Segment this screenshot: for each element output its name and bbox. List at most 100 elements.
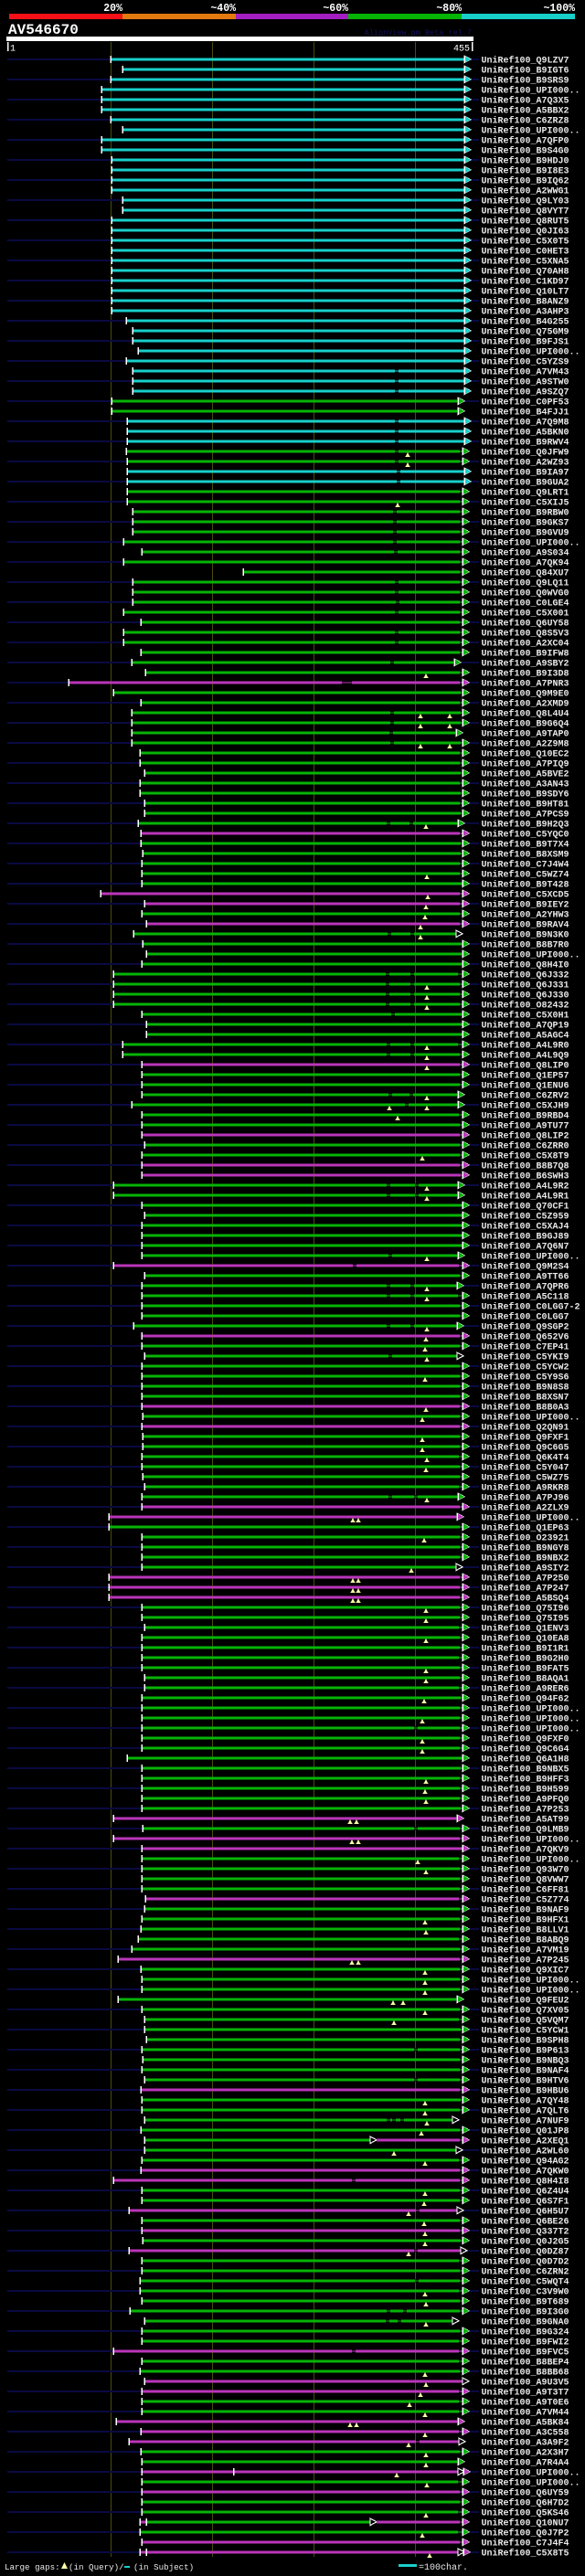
svg-text:UniRef100_Q0DZ87: UniRef100_Q0DZ87 [482, 2246, 569, 2257]
svg-text:UniRef100_B9H2Q3: UniRef100_B9H2Q3 [482, 819, 569, 830]
svg-text:UniRef100_A7P247: UniRef100_A7P247 [482, 1583, 569, 1594]
svg-text:UniRef100_Q9LQ11: UniRef100_Q9LQ11 [482, 578, 569, 588]
svg-text:UniRef100_Q6K4T4: UniRef100_Q6K4T4 [482, 1452, 569, 1463]
svg-text:UniRef100_A7R4A4: UniRef100_A7R4A4 [482, 2457, 569, 2468]
svg-text:UniRef100_B9IQ62: UniRef100_B9IQ62 [482, 175, 569, 186]
svg-text:UniRef100_B9I3G0: UniRef100_B9I3G0 [482, 2306, 569, 2317]
svg-text:UniRef100_UPI000..: UniRef100_UPI000.. [482, 1412, 580, 1423]
svg-text:UniRef100_Q0WVG0: UniRef100_Q0WVG0 [482, 588, 569, 599]
svg-text:455: 455 [453, 45, 470, 55]
svg-text:UniRef100_C5X8T5: UniRef100_C5X8T5 [482, 2548, 569, 2559]
svg-text:UniRef100_Q9LZV7: UniRef100_Q9LZV7 [482, 55, 569, 66]
svg-text:UniRef100_A4L9R0: UniRef100_A4L9R0 [482, 1040, 569, 1051]
svg-text:UniRef100_Q1ENU6: UniRef100_Q1ENU6 [482, 1080, 569, 1091]
svg-text:UniRef100_A7QP19: UniRef100_A7QP19 [482, 1020, 569, 1031]
svg-text:UniRef100_C5Z774: UniRef100_C5Z774 [482, 1894, 569, 1905]
svg-text:UniRef100_A5AT99: UniRef100_A5AT99 [482, 1814, 569, 1825]
svg-text:UniRef100_A4L9R1: UniRef100_A4L9R1 [482, 1191, 569, 1202]
svg-text:UniRef100_B9RAV4: UniRef100_B9RAV4 [482, 919, 569, 930]
svg-text:UniRef100_UPI000..: UniRef100_UPI000.. [482, 1251, 580, 1262]
svg-text:~40%: ~40% [210, 3, 236, 15]
svg-text:UniRef100_A4L9Q9: UniRef100_A4L9Q9 [482, 1050, 569, 1061]
svg-text:UniRef100_B9H599: UniRef100_B9H599 [482, 1784, 569, 1795]
svg-text:UniRef100_Q9SGP2: UniRef100_Q9SGP2 [482, 1321, 569, 1332]
svg-text:UniRef100_B9NBQ3: UniRef100_B9NBQ3 [482, 2055, 569, 2066]
svg-text:UniRef100_B8ANZ9: UniRef100_B8ANZ9 [482, 296, 569, 307]
svg-text:UniRef100_C7EP41: UniRef100_C7EP41 [482, 1341, 569, 1352]
svg-text:UniRef100_Q9LMB9: UniRef100_Q9LMB9 [482, 1824, 569, 1835]
svg-text:UniRef100_UPI000..: UniRef100_UPI000.. [482, 2467, 580, 2478]
svg-text:UniRef100_Q6Z4U4: UniRef100_Q6Z4U4 [482, 2186, 569, 2197]
svg-text:UniRef100_C5YZS9: UniRef100_C5YZS9 [482, 356, 569, 367]
svg-text:UniRef100_Q6A1H8: UniRef100_Q6A1H8 [482, 1754, 569, 1765]
svg-text:UniRef100_Q10EA8: UniRef100_Q10EA8 [482, 1633, 569, 1644]
svg-text:UniRef100_UPI000..: UniRef100_UPI000.. [482, 1703, 580, 1714]
svg-text:UniRef100_C5XCD5: UniRef100_C5XCD5 [482, 889, 569, 900]
svg-text:UniRef100_B9G2H0: UniRef100_B9G2H0 [482, 1653, 569, 1664]
svg-text:UniRef100_Q75I95: UniRef100_Q75I95 [482, 1613, 569, 1624]
svg-text:UniRef100_Q8L4U4: UniRef100_Q8L4U4 [482, 708, 569, 719]
svg-text:UniRef100_C6FF81: UniRef100_C6FF81 [482, 1884, 569, 1895]
svg-text:UniRef100_UPI000..: UniRef100_UPI000.. [482, 125, 580, 136]
svg-text:UniRef100_B9IEY2: UniRef100_B9IEY2 [482, 899, 569, 910]
svg-text:UniRef100_A9S034: UniRef100_A9S034 [482, 547, 569, 558]
svg-text:UniRef100_B9HDJ0: UniRef100_B9HDJ0 [482, 155, 569, 166]
svg-text:UniRef100_A7Q3X5: UniRef100_A7Q3X5 [482, 95, 569, 106]
svg-text:UniRef100_Q75I96: UniRef100_Q75I96 [482, 1603, 569, 1614]
svg-text:UniRef100_B9HFF3: UniRef100_B9HFF3 [482, 1774, 569, 1785]
svg-text:UniRef100_A2XC04: UniRef100_A2XC04 [482, 638, 569, 649]
svg-text:1: 1 [10, 45, 16, 55]
svg-text:UniRef100_Q6UY59: UniRef100_Q6UY59 [482, 2487, 569, 2498]
svg-text:UniRef100_O23921: UniRef100_O23921 [482, 1532, 569, 1543]
svg-text:UniRef100_C5XJH9: UniRef100_C5XJH9 [482, 1100, 569, 1111]
svg-text:UniRef100_Q6J332: UniRef100_Q6J332 [482, 970, 569, 981]
svg-text:UniRef100_C5XIJ5: UniRef100_C5XIJ5 [482, 497, 569, 508]
svg-text:UniRef100_Q6S7F1: UniRef100_Q6S7F1 [482, 2196, 569, 2207]
svg-text:UniRef100_B9N8S8: UniRef100_B9N8S8 [482, 1382, 569, 1393]
svg-text:UniRef100_A7QKV9: UniRef100_A7QKV9 [482, 1844, 569, 1855]
svg-text:UniRef100_A2X3H7: UniRef100_A2X3H7 [482, 2447, 569, 2458]
svg-text:UniRef100_Q5VQM7: UniRef100_Q5VQM7 [482, 2015, 569, 2026]
svg-text:UniRef100_B9NGY8: UniRef100_B9NGY8 [482, 1542, 569, 1553]
svg-text:UniRef100_B8B0A3: UniRef100_B8B0A3 [482, 1402, 569, 1413]
svg-text:UniRef100_A7PJ96: UniRef100_A7PJ96 [482, 1492, 569, 1503]
svg-text:(in Query)/: (in Query)/ [69, 2562, 124, 2572]
svg-text:=100char.: =100char. [419, 2562, 468, 2573]
svg-text:UniRef100_UPI000..: UniRef100_UPI000.. [482, 1854, 580, 1865]
svg-text:UniRef100_Q652V6: UniRef100_Q652V6 [482, 1331, 569, 1342]
svg-text:UniRef100_B9HBU6: UniRef100_B9HBU6 [482, 2085, 569, 2096]
svg-text:UniRef100_A5BKN0: UniRef100_A5BKN0 [482, 427, 569, 438]
svg-text:UniRef100_A7VM19: UniRef100_A7VM19 [482, 1945, 569, 1956]
svg-text:UniRef100_Q8VYT7: UniRef100_Q8VYT7 [482, 206, 569, 217]
svg-text:UniRef100_A7NUF9: UniRef100_A7NUF9 [482, 2115, 569, 2126]
svg-text:UniRef100_B9I1R1: UniRef100_B9I1R1 [482, 1643, 569, 1654]
svg-text:UniRef100_B8ABQ9: UniRef100_B8ABQ9 [482, 1935, 569, 1945]
svg-text:UniRef100_A9PFQ0: UniRef100_A9PFQ0 [482, 1794, 569, 1805]
svg-text:UniRef100_C5YQC0: UniRef100_C5YQC0 [482, 829, 569, 840]
svg-text:UniRef100_B9FWI2: UniRef100_B9FWI2 [482, 2337, 569, 2348]
svg-text:UniRef100_Q1EP57: UniRef100_Q1EP57 [482, 1070, 569, 1081]
svg-text:UniRef100_Q84XU7: UniRef100_Q84XU7 [482, 567, 569, 578]
svg-text:UniRef100_O82432: UniRef100_O82432 [482, 1000, 569, 1011]
svg-text:UniRef100_Q10LT7: UniRef100_Q10LT7 [482, 286, 569, 297]
svg-text:UniRef100_B9GNA0: UniRef100_B9GNA0 [482, 2316, 569, 2327]
svg-text:UniRef100_Q6H5U7: UniRef100_Q6H5U7 [482, 2206, 569, 2217]
svg-text:UniRef100_Q8LIP2: UniRef100_Q8LIP2 [482, 1130, 569, 1141]
svg-text:UniRef100_A9T0E6: UniRef100_A9T0E6 [482, 2397, 569, 2408]
svg-text:UniRef100_A2Z9M8: UniRef100_A2Z9M8 [482, 738, 569, 749]
svg-text:UniRef100_Q0JI63: UniRef100_Q0JI63 [482, 226, 569, 237]
svg-text:UniRef100_B9NBX2: UniRef100_B9NBX2 [482, 1553, 569, 1564]
svg-text:UniRef100_B9SDY6: UniRef100_B9SDY6 [482, 789, 569, 800]
svg-text:UniRef100_Q2QN91: UniRef100_Q2QN91 [482, 1422, 569, 1433]
svg-text:UniRef100_Q94F62: UniRef100_Q94F62 [482, 1693, 569, 1704]
svg-text:UniRef100_Q6J331: UniRef100_Q6J331 [482, 980, 569, 991]
svg-text:UniRef100_Q94AG2: UniRef100_Q94AG2 [482, 2156, 569, 2167]
svg-text:UniRef100_B9I8E3: UniRef100_B9I8E3 [482, 165, 569, 176]
svg-text:UniRef100_B9RBW0: UniRef100_B9RBW0 [482, 507, 569, 518]
svg-text:UniRef100_A7QLT6: UniRef100_A7QLT6 [482, 2105, 569, 2116]
svg-text:UniRef100_B9IA97: UniRef100_B9IA97 [482, 467, 569, 478]
svg-text:UniRef100_A7P245: UniRef100_A7P245 [482, 1955, 569, 1966]
svg-text:UniRef100_C5WQT4: UniRef100_C5WQT4 [482, 2276, 569, 2287]
svg-text:UniRef100_Q70CF1: UniRef100_Q70CF1 [482, 1201, 569, 1212]
svg-text:~80%: ~80% [436, 3, 462, 15]
